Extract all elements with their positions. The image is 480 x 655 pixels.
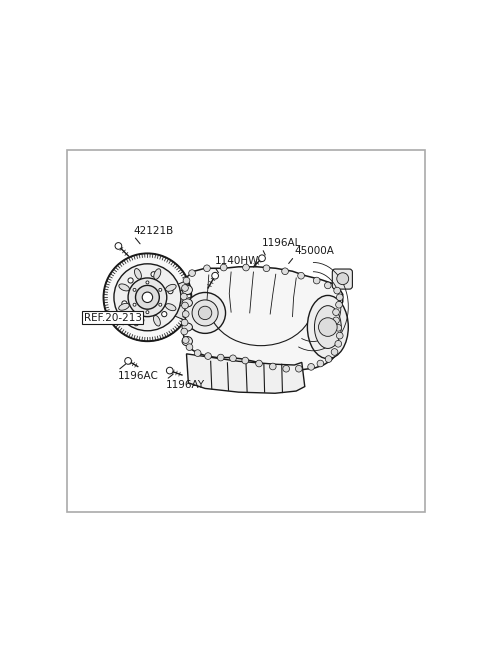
Ellipse shape xyxy=(166,284,176,291)
Circle shape xyxy=(189,270,195,276)
Circle shape xyxy=(259,255,265,261)
Circle shape xyxy=(181,319,188,326)
Ellipse shape xyxy=(314,306,341,348)
Ellipse shape xyxy=(307,295,348,359)
Circle shape xyxy=(194,350,201,356)
Circle shape xyxy=(192,300,218,326)
Circle shape xyxy=(133,303,136,307)
Text: 1196AL: 1196AL xyxy=(262,238,301,248)
Circle shape xyxy=(168,289,173,293)
Circle shape xyxy=(298,272,304,279)
Circle shape xyxy=(242,357,249,364)
Circle shape xyxy=(146,281,149,284)
Circle shape xyxy=(336,301,342,308)
Circle shape xyxy=(115,242,122,250)
Circle shape xyxy=(122,301,127,306)
Circle shape xyxy=(335,341,342,347)
Ellipse shape xyxy=(182,285,192,295)
Circle shape xyxy=(185,293,226,333)
Circle shape xyxy=(325,356,332,362)
Ellipse shape xyxy=(119,284,130,291)
Text: REF.20-213: REF.20-213 xyxy=(84,312,142,323)
Polygon shape xyxy=(186,354,305,393)
Text: 45000A: 45000A xyxy=(294,246,334,256)
Circle shape xyxy=(334,288,340,294)
Circle shape xyxy=(181,302,188,309)
Circle shape xyxy=(335,324,342,331)
Circle shape xyxy=(135,286,159,309)
Ellipse shape xyxy=(166,304,176,310)
Polygon shape xyxy=(175,280,186,320)
Circle shape xyxy=(204,353,211,360)
Ellipse shape xyxy=(119,303,129,310)
Ellipse shape xyxy=(154,269,161,279)
Circle shape xyxy=(104,253,192,341)
Circle shape xyxy=(128,278,167,316)
Ellipse shape xyxy=(134,269,142,279)
Circle shape xyxy=(181,285,188,291)
Circle shape xyxy=(336,294,343,301)
Circle shape xyxy=(142,292,153,303)
Circle shape xyxy=(337,272,348,285)
Circle shape xyxy=(125,358,132,364)
Circle shape xyxy=(128,278,133,283)
Circle shape xyxy=(180,293,187,300)
Circle shape xyxy=(204,265,210,272)
Ellipse shape xyxy=(182,323,192,331)
Circle shape xyxy=(243,264,249,271)
Circle shape xyxy=(283,365,289,372)
Circle shape xyxy=(313,277,320,284)
Text: 1140HW: 1140HW xyxy=(215,256,259,267)
Circle shape xyxy=(159,288,162,291)
Circle shape xyxy=(151,272,156,277)
Ellipse shape xyxy=(182,299,192,307)
Ellipse shape xyxy=(134,315,141,326)
Circle shape xyxy=(317,360,324,367)
Polygon shape xyxy=(183,267,343,369)
Circle shape xyxy=(282,268,288,274)
Text: 42121B: 42121B xyxy=(133,226,174,236)
Circle shape xyxy=(229,355,236,362)
Circle shape xyxy=(308,364,314,370)
Circle shape xyxy=(114,264,181,331)
Circle shape xyxy=(331,348,338,355)
Circle shape xyxy=(333,309,339,316)
Circle shape xyxy=(133,288,136,291)
Circle shape xyxy=(217,354,224,361)
Circle shape xyxy=(167,367,173,374)
Circle shape xyxy=(269,363,276,370)
Circle shape xyxy=(324,282,331,289)
Circle shape xyxy=(220,264,227,271)
Circle shape xyxy=(146,310,149,314)
Circle shape xyxy=(333,317,339,324)
Circle shape xyxy=(183,277,190,284)
Circle shape xyxy=(336,332,343,339)
Ellipse shape xyxy=(182,337,192,346)
Circle shape xyxy=(296,365,302,372)
Circle shape xyxy=(162,312,167,317)
Circle shape xyxy=(182,310,189,318)
Circle shape xyxy=(159,303,162,307)
Circle shape xyxy=(256,360,263,367)
Circle shape xyxy=(139,318,144,323)
Circle shape xyxy=(319,318,337,337)
Circle shape xyxy=(263,265,270,272)
Circle shape xyxy=(182,337,189,343)
Circle shape xyxy=(186,344,193,350)
FancyBboxPatch shape xyxy=(332,269,352,289)
Circle shape xyxy=(198,307,212,320)
Text: 1196AC: 1196AC xyxy=(118,371,158,381)
Circle shape xyxy=(212,272,218,279)
Text: 1196AY: 1196AY xyxy=(166,380,205,390)
Circle shape xyxy=(181,328,188,335)
Ellipse shape xyxy=(154,316,160,326)
Polygon shape xyxy=(185,316,198,328)
